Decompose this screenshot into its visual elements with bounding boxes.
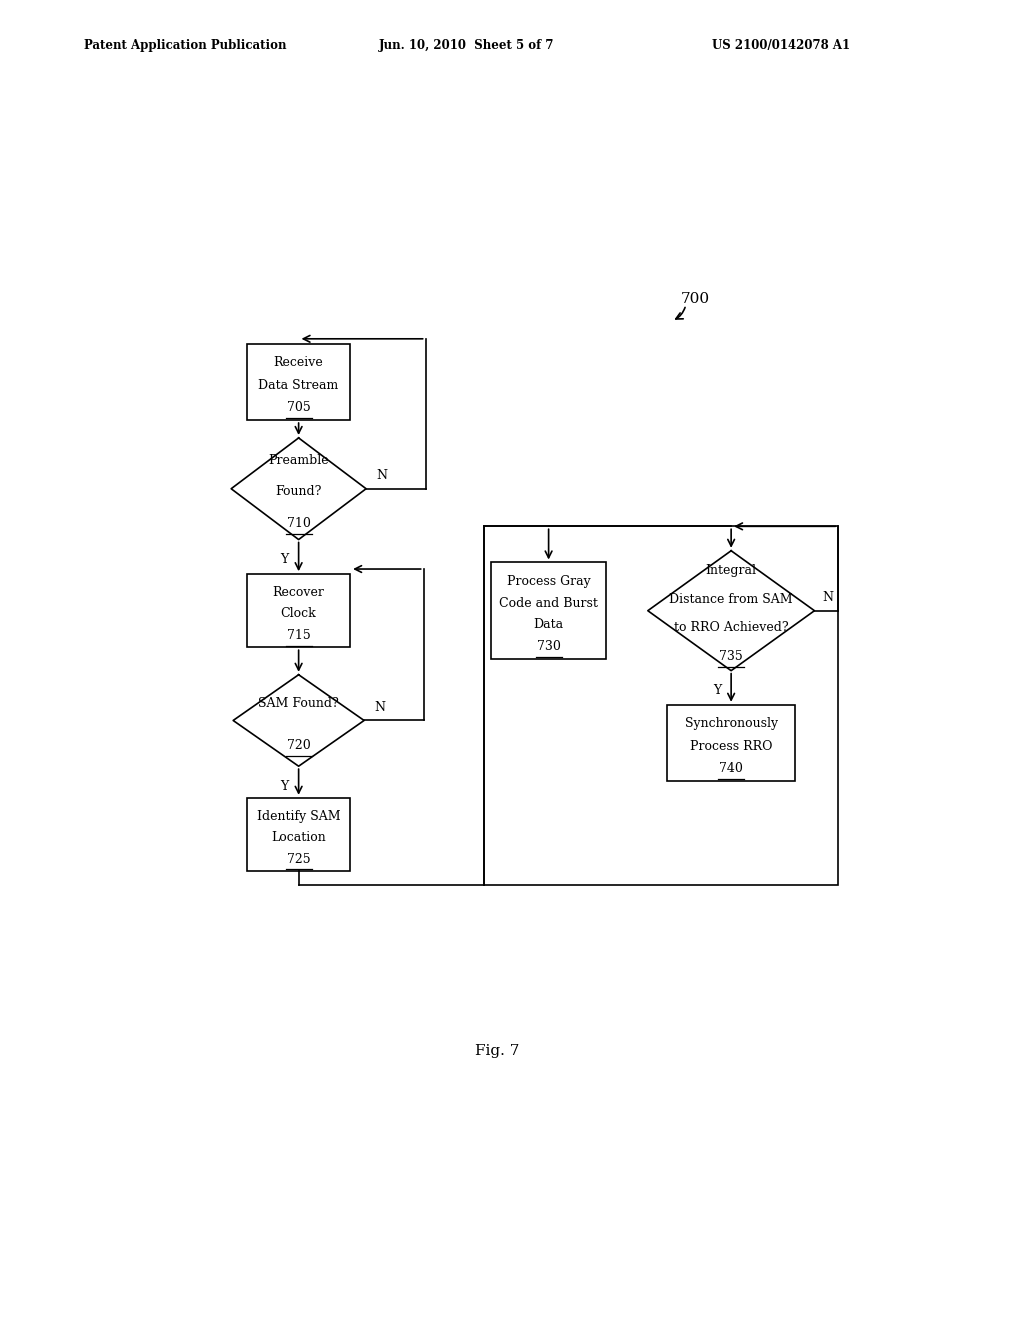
Text: 715: 715 bbox=[287, 628, 310, 642]
Text: Process Gray: Process Gray bbox=[507, 574, 591, 587]
Bar bbox=[492, 562, 606, 659]
Text: 725: 725 bbox=[287, 853, 310, 866]
Text: Integral: Integral bbox=[706, 564, 757, 577]
Text: N: N bbox=[377, 469, 387, 482]
Text: Y: Y bbox=[281, 553, 289, 566]
Text: Identify SAM: Identify SAM bbox=[257, 809, 340, 822]
Text: Distance from SAM: Distance from SAM bbox=[670, 593, 793, 606]
Text: Synchronously: Synchronously bbox=[685, 717, 777, 730]
Text: Clock: Clock bbox=[281, 607, 316, 620]
Text: 720: 720 bbox=[287, 739, 310, 752]
Text: US 2100/0142078 A1: US 2100/0142078 A1 bbox=[712, 38, 850, 51]
Bar bbox=[247, 345, 350, 420]
Text: Y: Y bbox=[281, 780, 289, 793]
Text: to RRO Achieved?: to RRO Achieved? bbox=[674, 622, 788, 635]
Text: Location: Location bbox=[271, 832, 326, 843]
Text: Patent Application Publication: Patent Application Publication bbox=[84, 38, 287, 51]
Text: N: N bbox=[375, 701, 385, 714]
Bar bbox=[483, 527, 839, 886]
Text: 700: 700 bbox=[681, 292, 710, 306]
Text: Jun. 10, 2010  Sheet 5 of 7: Jun. 10, 2010 Sheet 5 of 7 bbox=[379, 38, 554, 51]
Text: 730: 730 bbox=[537, 640, 560, 653]
Text: Found?: Found? bbox=[275, 486, 322, 499]
Text: SAM Found?: SAM Found? bbox=[258, 697, 339, 710]
Text: Fig. 7: Fig. 7 bbox=[475, 1044, 519, 1057]
Text: Y: Y bbox=[713, 685, 721, 697]
Text: Recover: Recover bbox=[272, 586, 325, 599]
Text: Preamble: Preamble bbox=[268, 454, 329, 467]
Bar bbox=[247, 574, 350, 647]
Text: Receive: Receive bbox=[273, 356, 324, 370]
Bar bbox=[667, 705, 796, 781]
Text: Data: Data bbox=[534, 619, 563, 631]
Text: 740: 740 bbox=[719, 762, 743, 775]
Text: Data Stream: Data Stream bbox=[258, 379, 339, 392]
Text: 735: 735 bbox=[719, 649, 743, 663]
Text: N: N bbox=[822, 591, 834, 605]
Text: 710: 710 bbox=[287, 517, 310, 531]
Text: Process RRO: Process RRO bbox=[690, 739, 772, 752]
Text: Code and Burst: Code and Burst bbox=[499, 597, 598, 610]
Bar bbox=[247, 797, 350, 871]
Text: 705: 705 bbox=[287, 401, 310, 414]
